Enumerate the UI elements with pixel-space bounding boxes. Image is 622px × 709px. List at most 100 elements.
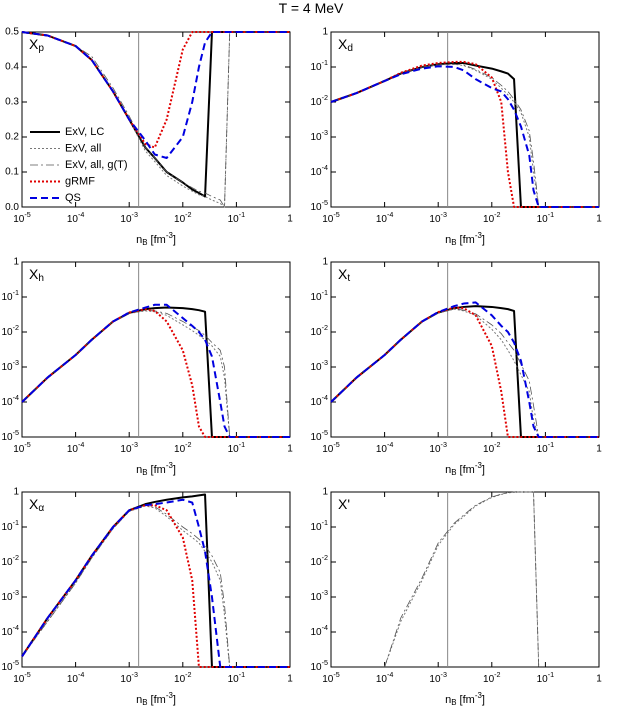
x-tick-label: 10-1​ (537, 440, 555, 455)
y-tick-label: 10-5​ (1, 658, 19, 673)
series-line (330, 301, 599, 438)
panel-label: Xd​ (338, 36, 353, 54)
y-tick-label: 0.2 (5, 132, 19, 143)
x-axis-label: nB [fm-3] (136, 231, 176, 247)
plot-frame (330, 491, 600, 668)
plot-frame (21, 261, 291, 438)
panel: 10-5​ 10-4​ 10-3​ 10-2​ 10-1​ 1 10-5​ 10-4​ 10-3… (310, 27, 602, 247)
y-tick-label: 1 (322, 257, 328, 268)
y-tick-label: 0.3 (5, 97, 19, 108)
x-tick-label: 10-1​ (537, 670, 555, 685)
y-tick-label: 10-3​ (1, 358, 19, 373)
series-line (21, 309, 290, 438)
plot-frame (21, 31, 291, 208)
y-tick-label: 1 (322, 487, 328, 498)
series-line (21, 505, 290, 668)
y-tick-label: 0.4 (5, 62, 19, 73)
x-tick-label: 10-4​ (376, 210, 394, 225)
x-tick-label: 10-3​ (120, 670, 138, 685)
series-line (21, 504, 290, 668)
plot-frame (330, 261, 600, 438)
x-tick-label: 1 (596, 214, 602, 225)
legend-label: gRMF (65, 175, 95, 187)
x-tick-label: 10-4​ (67, 210, 85, 225)
y-tick-label: 10-4​ (310, 623, 328, 638)
y-tick-label: 10-1​ (310, 518, 328, 533)
x-tick-label: 10-1​ (228, 210, 246, 225)
x-tick-label: 10-5​ (13, 670, 31, 685)
x-tick-label: 1 (596, 674, 602, 685)
y-tick-label: 0.1 (5, 167, 19, 178)
legend-label: QS (65, 192, 81, 204)
x-tick-label: 1 (287, 674, 293, 685)
plot-frame (330, 31, 600, 208)
panel-label: Xα​ (29, 496, 44, 514)
y-tick-label: 10-2​ (310, 553, 328, 568)
y-tick-label: 1 (13, 487, 19, 498)
series-line (21, 498, 290, 668)
x-tick-label: 10-1​ (228, 440, 246, 455)
y-tick-label: 10-4​ (310, 163, 328, 178)
panel: 10-5​ 10-4​ 10-3​ 10-2​ 10-1​ 1 10-5​ 10-4​ 10-3… (1, 257, 293, 477)
series-line (21, 303, 290, 438)
x-tick-label: 1 (287, 444, 293, 455)
y-tick-label: 0.5 (5, 27, 19, 38)
y-tick-label: 10-2​ (1, 323, 19, 338)
x-axis-label: nB [fm-3] (445, 691, 485, 707)
x-axis-label: nB [fm-3] (136, 691, 176, 707)
y-tick-label: 10-1​ (310, 58, 328, 73)
legend-label: ExV, LC (65, 126, 104, 138)
x-tick-label: 1 (287, 214, 293, 225)
x-tick-label: 10-3​ (429, 670, 447, 685)
y-tick-label: 10-5​ (310, 428, 328, 443)
x-tick-label: 10-4​ (376, 440, 394, 455)
y-tick-label: 10-2​ (310, 323, 328, 338)
x-tick-label: 10-4​ (67, 670, 85, 685)
y-tick-label: 10-5​ (310, 198, 328, 213)
y-tick-label: 1 (13, 257, 19, 268)
x-tick-label: 10-5​ (322, 440, 340, 455)
series-line (330, 60, 599, 208)
y-tick-label: 1 (322, 27, 328, 38)
x-tick-label: 10-5​ (13, 440, 31, 455)
x-tick-label: 10-3​ (120, 210, 138, 225)
x-tick-label: 10-5​ (13, 210, 31, 225)
figure-title: T = 4 MeV (279, 0, 344, 16)
plot-frame (21, 491, 291, 668)
x-tick-label: 10-2​ (483, 210, 501, 225)
panel-label: Xt​ (338, 266, 350, 284)
y-tick-label: 10-3​ (310, 128, 328, 143)
x-tick-label: 10-3​ (429, 440, 447, 455)
x-tick-label: 10-5​ (322, 210, 340, 225)
x-tick-label: 10-2​ (174, 440, 192, 455)
x-tick-label: 10-4​ (67, 440, 85, 455)
panel: 10-5​ 10-4​ 10-3​ 10-2​ 10-1​ 1 10-5​ 10-4​ 10-3… (310, 487, 602, 707)
y-tick-label: 10-4​ (310, 393, 328, 408)
series-line (330, 63, 599, 208)
panel: 10-5​ 10-4​ 10-3​ 10-2​ 10-1​ 1 0.0 0.1 0.2 0.3 0.… (5, 27, 293, 247)
x-axis-label: nB [fm-3] (445, 231, 485, 247)
series-line (330, 63, 599, 208)
x-tick-label: 10-1​ (228, 670, 246, 685)
series-line (384, 491, 540, 668)
x-axis-label: nB [fm-3] (136, 461, 176, 477)
y-tick-label: 10-3​ (1, 588, 19, 603)
x-tick-label: 10-5​ (322, 670, 340, 685)
y-tick-label: 10-4​ (1, 393, 19, 408)
x-tick-label: 10-2​ (174, 210, 192, 225)
x-axis-label: nB [fm-3] (445, 461, 485, 477)
y-tick-label: 10-5​ (1, 428, 19, 443)
panel: 10-5​ 10-4​ 10-3​ 10-2​ 10-1​ 1 10-5​ 10-4​ 10-3… (310, 257, 602, 477)
y-tick-label: 10-3​ (310, 358, 328, 373)
y-tick-label: 10-4​ (1, 623, 19, 638)
series-line (21, 504, 290, 668)
x-tick-label: 10-3​ (120, 440, 138, 455)
y-tick-label: 10-3​ (310, 588, 328, 603)
y-tick-label: 10-5​ (310, 658, 328, 673)
x-tick-label: 10-2​ (483, 440, 501, 455)
y-tick-label: 10-1​ (1, 518, 19, 533)
x-tick-label: 10-4​ (376, 670, 394, 685)
legend-label: ExV, all (65, 142, 101, 154)
x-tick-label: 10-1​ (537, 210, 555, 225)
